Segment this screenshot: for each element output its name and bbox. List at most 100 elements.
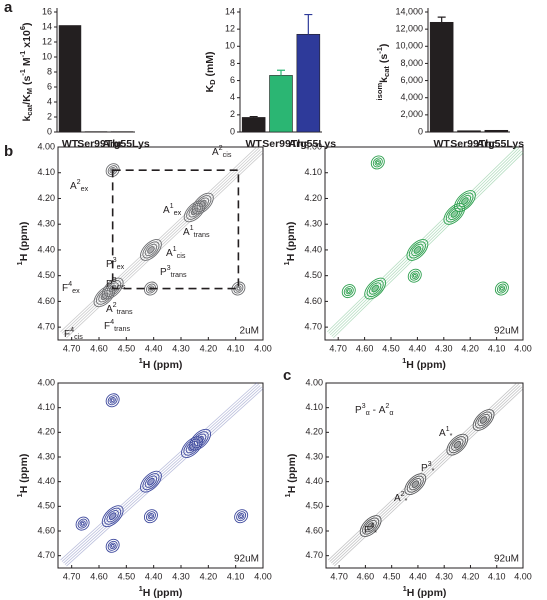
y-tick-label: 14 (42, 21, 52, 31)
contour-ring (196, 435, 204, 444)
contour-ring (411, 272, 418, 279)
sub: trans (194, 230, 210, 239)
label-text: H (ppm) (18, 454, 30, 494)
contour-ring (109, 397, 116, 404)
x-tick-label: 4.40 (145, 343, 163, 353)
error-bar (277, 69, 285, 76)
y-tick-label: 4.70 (37, 322, 55, 332)
y-tick-label: 16 (42, 6, 52, 16)
y-tick-label: 0 (418, 126, 423, 136)
contour-ring (193, 433, 207, 446)
panel-label: b (4, 143, 13, 160)
contour-ring (375, 160, 380, 165)
x-tick-label: 4.20 (200, 343, 218, 353)
panel-label: c (283, 367, 291, 384)
contour-ring (413, 246, 422, 254)
x-tick-label: 4.50 (382, 343, 400, 353)
contour-ring (412, 273, 417, 278)
contour-ring (145, 283, 156, 294)
x-tick-label: 4.60 (357, 571, 375, 581)
contour-ring (109, 542, 116, 550)
contour-ring (346, 289, 351, 293)
rich-label: A2trans (106, 300, 133, 316)
label-text: P (355, 405, 362, 416)
contour-ring (107, 540, 118, 551)
contour-ring (453, 440, 462, 449)
y-tick-label: 4.10 (305, 402, 323, 412)
sup: -1 (375, 47, 384, 54)
sub: cat (382, 66, 391, 77)
x-tick-label: 4.30 (435, 571, 453, 581)
y-tick-label: 4.40 (304, 244, 322, 254)
plot-frame (57, 382, 264, 569)
dashed-box (111, 169, 240, 290)
contour-ring (104, 507, 122, 525)
sub: trans (171, 270, 187, 279)
sup: -1 (18, 51, 27, 58)
label-text: P (106, 259, 113, 270)
y-tick-label: 0 (230, 126, 235, 136)
label-text: A (70, 181, 77, 192)
contour-ring (479, 416, 488, 424)
contour-ring (239, 514, 243, 519)
sup: 1 (403, 584, 407, 593)
rich-label: isomkcat (s-1) (375, 44, 391, 101)
contour-ring (458, 194, 472, 208)
sub: cis (177, 251, 186, 260)
diagonal-ridge (64, 150, 263, 337)
plot-frame (324, 146, 524, 341)
sub: * (374, 528, 377, 537)
label-text: P (160, 267, 167, 278)
y-tick-label: 12 (42, 36, 52, 46)
y-tick-label: 4.00 (305, 377, 323, 387)
y-tick-label: 4.60 (37, 296, 55, 306)
rich-label: F4trans (104, 317, 130, 333)
x-tick-label: WT (434, 138, 451, 150)
sup: 1 (139, 584, 143, 593)
contour-ring (411, 480, 420, 488)
concentration-label: 2uM (240, 326, 259, 337)
sup: -1 (18, 69, 27, 76)
y-tick-label: 2 (47, 111, 52, 121)
diagonal-ridge (329, 383, 520, 562)
sup: 3 (428, 459, 432, 468)
y-tick-label: 4.10 (37, 167, 55, 177)
x-tick-label: 4.70 (63, 571, 81, 581)
rich-label: 1H (ppm) (283, 454, 298, 498)
label-text: - A (370, 405, 386, 416)
label-text: A (394, 493, 401, 504)
y-tick-label: 4 (47, 96, 52, 106)
sub: trans (117, 307, 133, 316)
contour-ring (231, 281, 246, 296)
rich-label: A2ex (70, 177, 89, 193)
contour-ring (110, 543, 115, 548)
y-tick-label: 8,000 (400, 58, 423, 68)
x-tick-label: 4.60 (90, 571, 108, 581)
contour-ring (189, 428, 212, 451)
contour-ring (144, 243, 158, 257)
contour-ring (110, 168, 115, 172)
error-bar (249, 115, 258, 118)
x-tick-label: 4.70 (330, 571, 348, 581)
label-text: H (ppm) (143, 587, 183, 599)
sub: cat (25, 104, 34, 115)
contour-ring (369, 282, 382, 295)
sup: 3 (362, 401, 366, 410)
error-bar (437, 16, 446, 23)
label-text: M (21, 57, 33, 69)
bar (269, 75, 293, 133)
y-tick-label: 4.70 (37, 550, 55, 560)
label-text: F (64, 329, 70, 340)
contour-ring (472, 409, 495, 431)
y-tick-label: 6,000 (400, 75, 423, 85)
sub: M (25, 88, 34, 94)
sup: 6 (18, 26, 27, 30)
diagonal-ridge (331, 150, 523, 337)
sub: trans (114, 324, 130, 333)
y-tick-label: 4.50 (37, 501, 55, 511)
y-tick-label: 4.10 (37, 402, 55, 412)
x-tick-label: 4.40 (409, 571, 427, 581)
sub: α (366, 408, 370, 417)
x-tick-label: 4.30 (435, 343, 453, 353)
